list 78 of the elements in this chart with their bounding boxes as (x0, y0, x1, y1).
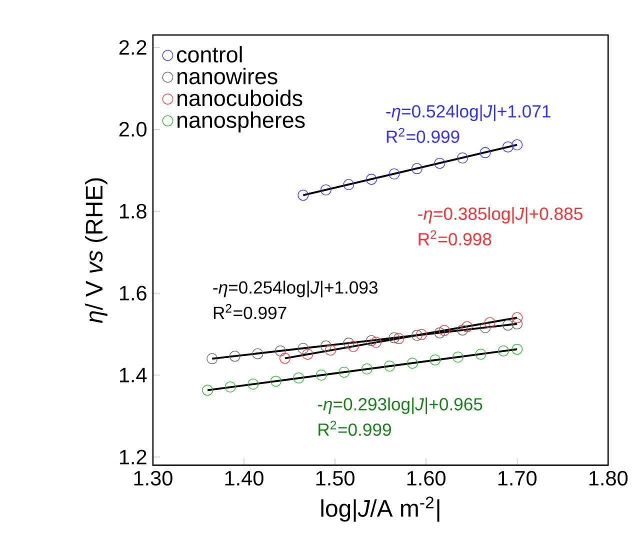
point (320, 340, 332, 352)
point (388, 168, 400, 180)
point (512, 139, 523, 150)
x-axis-title: log|J/A m$^{-2}$| (321, 496, 440, 522)
point (512, 318, 523, 330)
annotation: -η=0.254log|J|+1.093 (213, 280, 378, 298)
point (416, 329, 427, 340)
y-tick-label: 1.8 (120, 204, 146, 219)
point (512, 344, 523, 355)
point (229, 350, 240, 362)
point (393, 333, 404, 344)
point (412, 163, 422, 174)
x-tick-label: 1.80 (589, 470, 628, 486)
x-tick-label: 1.70 (498, 470, 537, 486)
point (248, 378, 259, 390)
legend-label: nanocuboids (178, 90, 302, 106)
point (498, 345, 509, 356)
point (512, 312, 523, 324)
legend-label: control (177, 46, 242, 63)
point (457, 324, 468, 336)
point (298, 342, 309, 354)
legend-label: nanospheres (178, 112, 305, 132)
point (293, 372, 304, 384)
point (338, 366, 350, 378)
point (480, 147, 491, 158)
point (406, 358, 418, 369)
point (434, 158, 446, 169)
annotation: R$^{2}$=0.999 (318, 420, 391, 436)
point (252, 348, 264, 360)
annotation: -η=0.385log|J|+0.885 (418, 207, 582, 224)
point (325, 344, 336, 356)
point (270, 376, 282, 387)
point (366, 335, 377, 346)
point (480, 322, 491, 333)
point (302, 348, 314, 360)
y-axis-title: η/ V vs (RHE) (85, 178, 108, 324)
point (430, 354, 441, 366)
point (484, 317, 496, 328)
x-tick-label: 1.50 (316, 470, 354, 486)
point (224, 381, 236, 392)
annotation: -η=0.293log|J|+0.965 (318, 398, 482, 414)
x-tick-label: 1.40 (225, 470, 264, 486)
point (348, 340, 359, 352)
point (384, 360, 396, 372)
point (388, 332, 400, 344)
point (316, 370, 327, 380)
point (280, 352, 290, 364)
point (202, 384, 214, 396)
point (434, 327, 446, 338)
point (206, 353, 218, 364)
point (475, 348, 486, 360)
point (370, 336, 382, 348)
point (274, 345, 286, 356)
annotation: R$^{2}$=0.998 (418, 230, 492, 246)
y-tick-label: 2.0 (119, 122, 146, 137)
y-tick-label: 1.6 (120, 286, 146, 300)
point (502, 141, 514, 152)
y-tick-label: 1.4 (120, 368, 147, 382)
annotation: R$^{2}$=0.999 (386, 128, 460, 143)
y-tick-label: 1.2 (120, 450, 146, 464)
point (412, 330, 422, 341)
point (343, 338, 354, 349)
point (502, 320, 514, 331)
point (361, 363, 372, 374)
point (438, 324, 450, 336)
point (462, 321, 472, 332)
point (298, 190, 309, 201)
point (343, 179, 354, 190)
y-tick-label: 2.2 (119, 40, 146, 55)
x-tick-label: 1.60 (407, 470, 446, 486)
legend-label: nanowires (178, 68, 278, 84)
point (320, 184, 332, 196)
annotation: R$^{2}$=0.997 (214, 304, 286, 320)
annotation: -η=0.524log|J|+1.071 (386, 104, 550, 122)
point (452, 352, 464, 362)
point (457, 152, 468, 164)
x-tick-label: 1.30 (134, 470, 172, 486)
point (366, 174, 377, 185)
